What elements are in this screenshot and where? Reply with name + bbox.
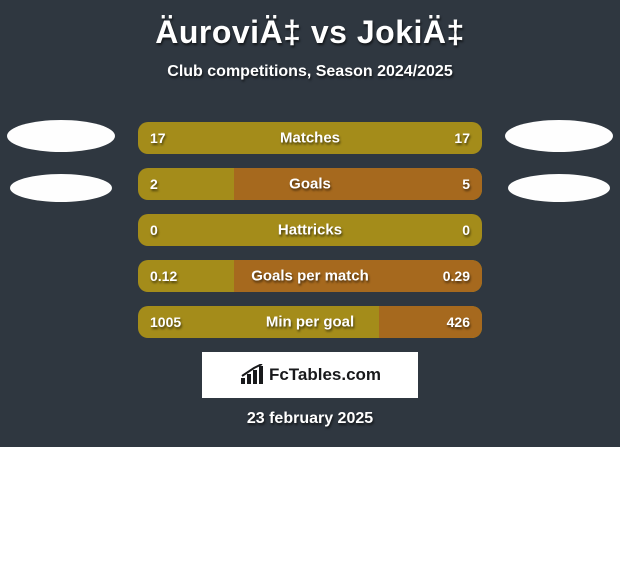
stat-label: Goals per match [138,268,482,285]
avatar-body-icon [10,174,112,202]
stat-right-value: 426 [447,314,470,330]
stat-label: Matches [138,130,482,147]
stat-right-value: 5 [462,176,470,192]
stat-label: Hattricks [138,222,482,239]
avatar-head-icon [7,120,115,152]
brand-badge: FcTables.com [202,352,418,398]
comparison-card: ÄuroviÄ‡ vs JokiÄ‡ Club competitions, Se… [0,0,620,447]
date-text: 23 february 2025 [0,410,620,428]
stat-right-value: 0 [462,222,470,238]
stat-right-value: 0.29 [443,268,470,284]
subtitle: Club competitions, Season 2024/2025 [0,63,620,81]
avatar-body-icon [508,174,610,202]
stat-row-matches: 17 Matches 17 [138,122,482,154]
stat-label: Goals [138,176,482,193]
avatar-left [2,120,120,202]
page-title: ÄuroviÄ‡ vs JokiÄ‡ [0,0,620,51]
stat-row-min-per-goal: 1005 Min per goal 426 [138,306,482,338]
stats-list: 17 Matches 17 2 Goals 5 0 Hattricks 0 0.… [138,122,482,338]
avatar-right [500,120,618,202]
chart-icon [239,364,265,386]
stat-row-hattricks: 0 Hattricks 0 [138,214,482,246]
brand-text: FcTables.com [269,365,381,385]
stat-row-goals-per-match: 0.12 Goals per match 0.29 [138,260,482,292]
avatar-head-icon [505,120,613,152]
stat-label: Min per goal [138,314,482,331]
stat-row-goals: 2 Goals 5 [138,168,482,200]
stat-right-value: 17 [454,130,470,146]
